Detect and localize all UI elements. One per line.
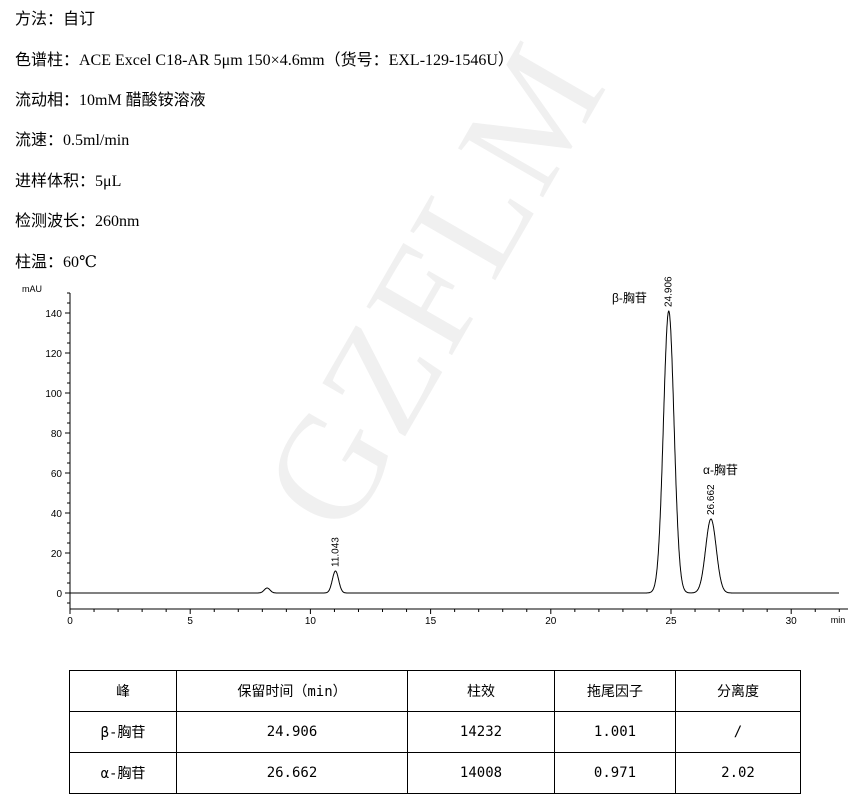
- column-line: 色谱柱：ACE Excel C18-AR 5μm 150×4.6mm（货号：EX…: [15, 52, 514, 69]
- cell: 2.02: [675, 752, 801, 794]
- y-axis-label: mAU: [22, 284, 42, 294]
- x-tick-label: 20: [545, 616, 557, 627]
- header-plates: 柱效: [407, 670, 555, 712]
- y-tick-label: 120: [45, 349, 62, 360]
- mobile-phase-line: 流动相：10mM 醋酸铵溶液: [15, 92, 206, 109]
- cell: α-胸苷: [69, 752, 177, 794]
- wavelength-line: 检测波长：260nm: [15, 213, 140, 230]
- cell: 14008: [407, 752, 555, 794]
- x-tick-label: 5: [187, 616, 193, 627]
- peak-rt-label: 26.662: [706, 484, 717, 515]
- y-tick-label: 0: [56, 589, 62, 600]
- x-axis-label: min: [831, 615, 846, 625]
- cell: β-胸苷: [69, 711, 177, 753]
- y-tick-label: 60: [51, 469, 63, 480]
- cell: /: [675, 711, 801, 753]
- header-tailing: 拖尾因子: [554, 670, 676, 712]
- table-row: α-胸苷 26.662 14008 0.971 2.02: [69, 752, 801, 794]
- column-temp-line: 柱温：60℃: [15, 254, 97, 271]
- y-tick-label: 140: [45, 309, 62, 320]
- peak-rt-label: 24.906: [664, 276, 675, 307]
- chromatogram: 0 20 40 60 80 100 120 140 0 5 10 15 20 25 30 mAU min 11.0…: [22, 276, 848, 627]
- cell: 0.971: [554, 752, 676, 794]
- header-resolution: 分离度: [675, 670, 801, 712]
- header-peak: 峰: [69, 670, 177, 712]
- y-tick-label: 20: [51, 549, 63, 560]
- cell: 26.662: [176, 752, 408, 794]
- cell: 1.001: [554, 711, 676, 753]
- results-table: 峰 保留时间（min） 柱效 拖尾因子 分离度 β-胸苷 24.906 1423…: [69, 670, 801, 794]
- x-tick-label: 25: [665, 616, 677, 627]
- x-tick-label: 30: [786, 616, 798, 627]
- method-line: 方法：自订: [15, 11, 96, 28]
- chromatogram-trace: [70, 310, 839, 594]
- cell: 14232: [407, 711, 555, 753]
- y-tick-label: 80: [51, 429, 63, 440]
- injection-volume-line: 进样体积：5μL: [15, 173, 122, 190]
- cell: 24.906: [176, 711, 408, 753]
- x-tick-label: 10: [305, 616, 317, 627]
- table-header-row: 峰 保留时间（min） 柱效 拖尾因子 分离度: [69, 670, 801, 712]
- table-row: β-胸苷 24.906 14232 1.001 /: [69, 711, 801, 753]
- flow-rate-line: 流速：0.5ml/min: [15, 132, 130, 149]
- peak-name-label: β-胸苷: [612, 290, 647, 305]
- x-tick-label: 0: [67, 616, 73, 627]
- y-tick-label: 100: [45, 389, 62, 400]
- peak-rt-label: 11.043: [330, 537, 341, 567]
- peak-name-label: α-胸苷: [703, 462, 738, 477]
- header-rt: 保留时间（min）: [176, 670, 408, 712]
- x-tick-label: 15: [425, 616, 437, 627]
- y-tick-label: 40: [51, 509, 63, 520]
